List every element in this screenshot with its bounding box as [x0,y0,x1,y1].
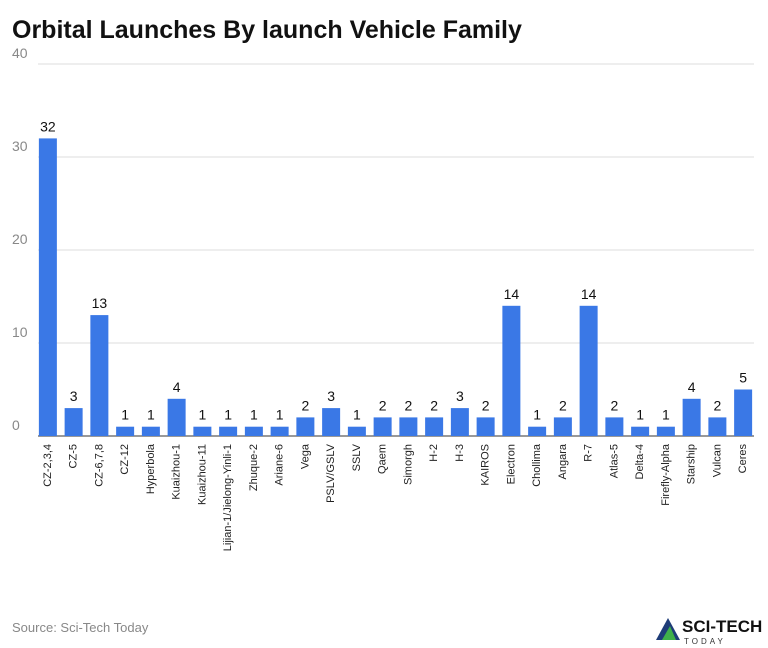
value-label: 1 [636,407,644,423]
bar [476,417,495,436]
value-label: 2 [559,397,567,413]
bar [579,305,598,436]
x-tick-label: CZ-5 [68,444,80,468]
x-tick-label: Ceres [737,444,749,474]
value-label: 1 [662,407,670,423]
bar [528,426,547,436]
x-tick-label: Chollima [531,443,543,487]
x-tick-label: Hyperbola [145,443,157,494]
bar [399,417,418,436]
x-tick-label: Vulcan [711,444,723,477]
source-note: Source: Sci-Tech Today [12,620,149,635]
y-tick-label: 40 [12,45,28,61]
x-tick-label: Atlas-5 [608,444,620,478]
value-label: 2 [301,397,309,413]
value-label: 1 [250,407,258,423]
value-label: 4 [688,379,696,395]
value-label: 14 [504,286,520,302]
x-tick-label: Qaem [377,444,389,474]
logo-icon [656,618,680,640]
x-tick-label: Zhuque-2 [248,444,260,491]
x-tick-label: Electron [505,444,517,484]
x-tick-label: H-2 [428,444,440,462]
bar [502,305,521,436]
value-label: 5 [739,370,747,386]
value-label: 1 [533,407,541,423]
x-tick-label: CZ-6,7,8 [93,444,105,487]
bar [219,426,238,436]
x-tick-label: Lijian-1/Jielong-Yinli-1 [222,444,234,551]
value-label: 1 [121,407,129,423]
x-tick-label: CZ-12 [119,444,131,475]
bar [656,426,675,436]
value-label: 2 [610,397,618,413]
x-tick-label: Simorgh [402,444,414,485]
x-tick-label: Ariane-6 [274,444,286,486]
value-label: 1 [147,407,155,423]
logo-subtext: TODAY [684,637,726,646]
bar [347,426,366,436]
value-label: 2 [482,397,490,413]
bar [425,417,444,436]
x-tick-label: SSLV [351,443,363,471]
bar [193,426,212,436]
x-tick-label: KAIROS [480,444,492,486]
value-label: 2 [379,397,387,413]
value-label: 32 [40,118,56,134]
x-tick-label: H-3 [454,444,466,462]
x-tick-label: Kuaizhou-11 [196,444,208,505]
logo-icon-accent [662,626,676,640]
logo: SCI-TECH TODAY [656,617,762,646]
bar [682,398,701,436]
bar [270,426,289,436]
value-label: 2 [713,397,721,413]
value-label: 14 [581,286,597,302]
value-label: 3 [456,388,464,404]
bar [167,398,186,436]
bar [631,426,650,436]
y-tick-label: 20 [12,231,28,247]
bar [450,408,469,436]
bar [116,426,135,436]
bar [296,417,315,436]
value-label: 1 [353,407,361,423]
y-tick-label: 30 [12,138,28,154]
y-tick-label: 10 [12,324,28,340]
value-label: 3 [327,388,335,404]
logo-text: SCI-TECH [682,617,762,636]
bar [553,417,572,436]
x-tick-label: Firefly-Alpha [660,443,672,506]
x-tick-label: R-7 [583,444,595,462]
x-tick-label: Starship [686,444,698,484]
x-tick-label: Delta-4 [634,444,646,479]
value-label: 1 [198,407,206,423]
bar [244,426,263,436]
x-tick-label: PSLV/GSLV [325,443,337,503]
bar [734,389,753,436]
x-tick-label: CZ-2,3,4 [42,444,54,487]
value-label: 13 [92,295,108,311]
x-tick-label: Angara [557,443,569,479]
value-label: 3 [70,388,78,404]
bar [64,408,83,436]
bar [322,408,341,436]
value-label: 4 [173,379,181,395]
bar [605,417,624,436]
value-label: 2 [430,397,438,413]
bar [141,426,160,436]
value-label: 1 [276,407,284,423]
x-tick-label: Kuaizhou-1 [171,444,183,500]
value-label: 1 [224,407,232,423]
chart-title: Orbital Launches By launch Vehicle Famil… [12,16,522,44]
bar [38,138,57,436]
value-label: 2 [404,397,412,413]
bar [373,417,392,436]
x-tick-label: Vega [299,443,311,469]
bar [708,417,727,436]
y-tick-label: 0 [12,417,20,433]
bar [90,315,109,436]
